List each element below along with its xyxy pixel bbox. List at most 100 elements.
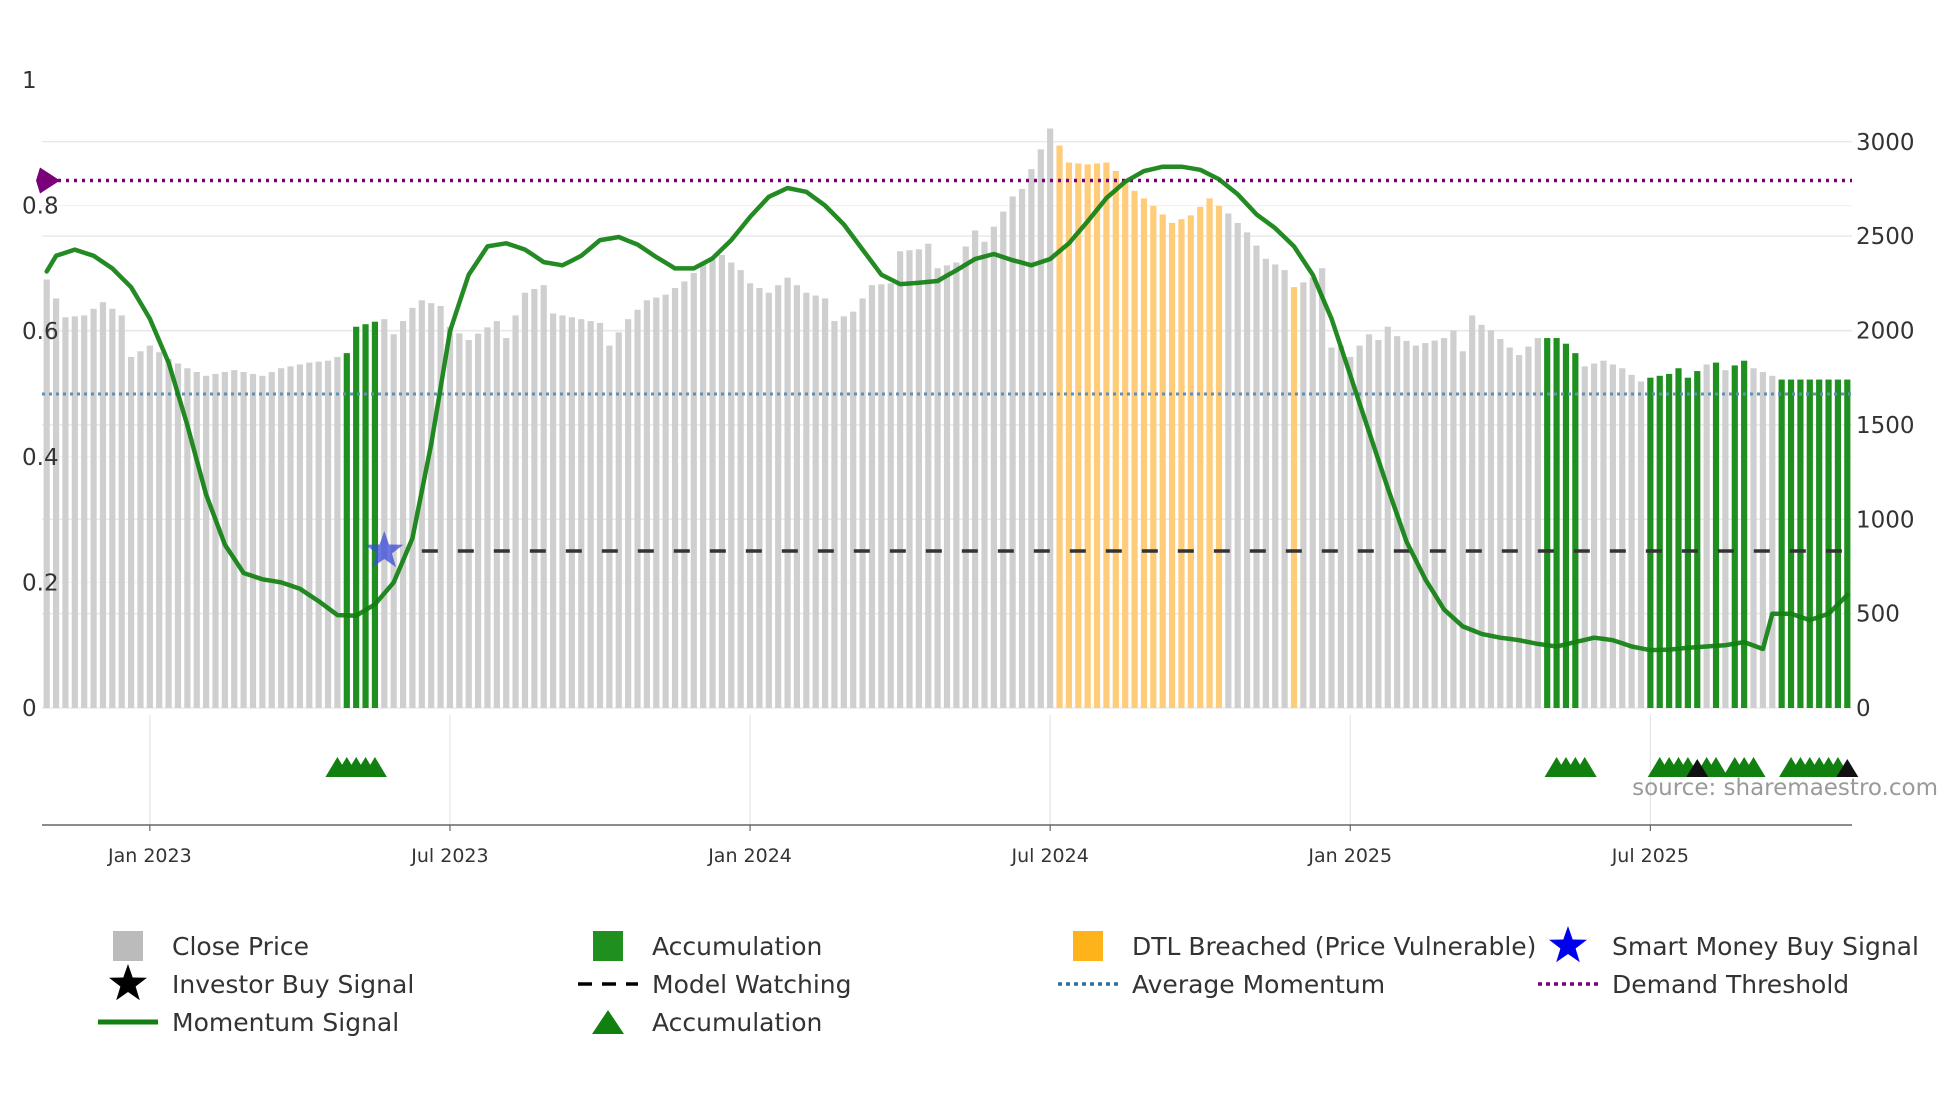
- price-bar-188: [1806, 379, 1813, 708]
- price-bar-12: [156, 352, 163, 708]
- price-bar-39: [409, 307, 416, 708]
- price-bar-101: [990, 226, 997, 708]
- legend-item-1: Accumulation: [593, 931, 822, 961]
- investor-buy-marker-0: [1686, 759, 1709, 777]
- price-bar-92: [906, 250, 913, 708]
- price-bar-58: [587, 321, 594, 708]
- price-bar-61: [615, 332, 622, 708]
- price-bar-16: [193, 372, 200, 708]
- price-bar-106: [1037, 149, 1044, 709]
- price-bar-42: [437, 305, 444, 708]
- price-bar-8: [118, 315, 125, 708]
- legend-label-7: Demand Threshold: [1612, 970, 1849, 999]
- price-bar-51: [521, 292, 529, 708]
- smart-money-buy-star: [365, 531, 404, 568]
- price-bar-107: [1047, 128, 1054, 709]
- left-tick-4: 0.8: [22, 194, 59, 220]
- price-bar-1: [52, 298, 60, 708]
- price-bar-63: [634, 309, 641, 708]
- price-bar-96: [943, 265, 951, 708]
- price-bar-20: [231, 370, 238, 708]
- price-bar-191: [1834, 379, 1842, 708]
- price-bar-189: [1816, 379, 1823, 708]
- price-bar-17: [203, 375, 210, 708]
- price-bar-164: [1581, 366, 1588, 708]
- price-bar-120: [1168, 222, 1176, 708]
- legend-swatch-2: [1073, 931, 1103, 961]
- price-bar-185: [1778, 379, 1785, 708]
- price-bar-15: [184, 368, 191, 708]
- price-bar-29: [315, 361, 322, 708]
- price-bar-2: [62, 317, 69, 708]
- price-bar-170: [1637, 381, 1645, 708]
- price-bar-138: [1337, 345, 1344, 708]
- legend-item-4: Investor Buy Signal: [109, 964, 414, 1001]
- price-bar-53: [540, 285, 547, 708]
- price-bar-24: [268, 372, 275, 708]
- legend-item-2: DTL Breached (Price Vulnerable): [1073, 931, 1536, 961]
- right-tick-2: 1000: [1856, 507, 1915, 533]
- price-bar-111: [1084, 164, 1091, 708]
- price-bar-143: [1384, 326, 1391, 708]
- price-bar-173: [1666, 373, 1673, 708]
- price-bar-112: [1093, 163, 1101, 709]
- price-bar-78: [775, 285, 782, 708]
- price-bar-75: [746, 283, 754, 708]
- price-bar-22: [249, 373, 257, 708]
- price-bar-49: [503, 338, 510, 708]
- price-bar-14: [174, 363, 182, 708]
- price-bar-91: [897, 251, 904, 708]
- x-tick-label-4: Jan 2025: [1307, 845, 1392, 867]
- price-bar-85: [840, 316, 847, 708]
- price-bar-128: [1244, 232, 1251, 708]
- price-bar-165: [1591, 363, 1598, 708]
- price-bar-131: [1272, 264, 1279, 708]
- price-bar-122: [1187, 215, 1194, 709]
- price-bar-46: [474, 333, 482, 708]
- price-bar-100: [981, 241, 988, 708]
- legend-label-8: Momentum Signal: [172, 1008, 399, 1037]
- axes-layer: 0 0.2 0.4 0.6 0.8 1 0 500 1000 1500 2000 2500 3000 Ja…: [22, 68, 1915, 867]
- legend: Close Price Accumulation DTL Breached (Pri…: [98, 926, 1919, 1037]
- right-tick-5: 2500: [1856, 224, 1915, 250]
- price-bar-180: [1731, 365, 1738, 708]
- price-bar-97: [953, 262, 960, 708]
- price-bar-30: [324, 360, 332, 708]
- price-bar-35: [371, 321, 379, 708]
- legend-item-6: Average Momentum: [1058, 970, 1385, 999]
- legend-star-icon-4: [109, 964, 147, 1001]
- legend-item-7: Demand Threshold: [1538, 970, 1849, 999]
- price-bar-73: [728, 262, 735, 708]
- price-bar-72: [718, 255, 726, 708]
- investor-buy-marker-1: [1836, 759, 1859, 777]
- price-bar-157: [1515, 355, 1523, 708]
- price-bar-190: [1825, 379, 1832, 708]
- price-bar-74: [737, 270, 744, 708]
- price-bar-108: [1056, 145, 1063, 708]
- legend-label-4: Investor Buy Signal: [172, 970, 414, 999]
- price-bar-62: [625, 319, 632, 708]
- price-bar-52: [531, 288, 538, 708]
- price-bar-4: [81, 315, 88, 708]
- price-bar-98: [962, 246, 969, 708]
- price-bar-28: [306, 362, 313, 708]
- legend-triangle-icon-9: [592, 1010, 624, 1034]
- price-bar-117: [1140, 198, 1148, 708]
- reference-lines: [36, 167, 1852, 553]
- price-bar-5: [90, 308, 97, 708]
- price-bar-94: [925, 243, 932, 709]
- price-bar-81: [803, 292, 810, 708]
- price-bar-50: [512, 315, 519, 708]
- price-bar-43: [446, 326, 454, 708]
- price-bar-44: [456, 333, 463, 708]
- price-bar-102: [1000, 211, 1007, 708]
- price-bar-37: [390, 334, 397, 708]
- price-bar-45: [465, 339, 472, 708]
- price-bar-32: [343, 353, 350, 708]
- left-tick-2: 0.4: [22, 445, 59, 471]
- right-tick-0: 0: [1856, 696, 1871, 722]
- price-bar-25: [278, 368, 285, 708]
- price-bar-59: [596, 322, 604, 708]
- price-bar-34: [362, 324, 369, 708]
